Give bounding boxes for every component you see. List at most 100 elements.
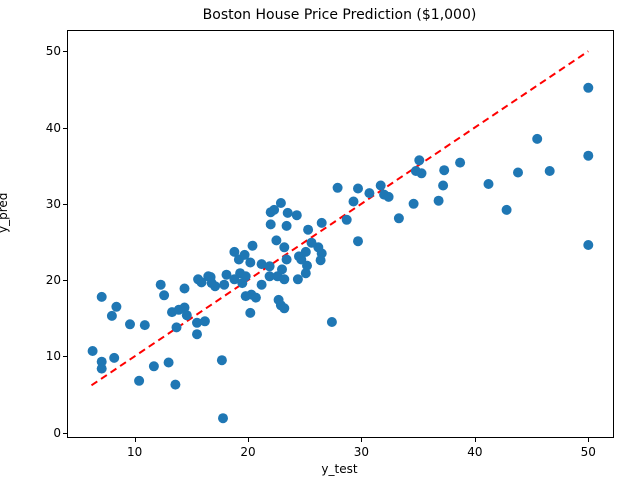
y-tick-label: 0 (53, 425, 61, 440)
scatter-point (247, 240, 258, 251)
scatter-point (269, 204, 280, 215)
scatter-point (210, 281, 221, 292)
scatter-point (171, 322, 182, 333)
scatter-point (353, 236, 363, 247)
scatter-point (139, 320, 150, 331)
scatter-point (544, 166, 555, 176)
scatter-point (303, 224, 314, 235)
scatter-point (229, 246, 240, 257)
scatter-point (196, 277, 207, 288)
x-tick-mark (248, 438, 249, 442)
scatter-point (181, 310, 192, 321)
scatter-point (256, 279, 267, 290)
plot-area: 10 20 30 40 50 0 10 20 30 40 50 (46, 30, 614, 459)
scatter-point (292, 274, 303, 285)
scatter-point (250, 292, 261, 303)
scatter-point (179, 283, 190, 294)
scatter-point (245, 307, 256, 318)
scatter-point (583, 150, 594, 161)
scatter-point (306, 237, 317, 248)
scatter-point (221, 269, 232, 280)
scatter-point (348, 196, 359, 207)
scatter-point (414, 155, 425, 166)
scatter-point (218, 413, 228, 424)
x-tick-label: 50 (580, 445, 596, 459)
scatter-point (96, 363, 107, 374)
scatter-point (408, 198, 419, 209)
x-tick-mark (361, 438, 363, 442)
scatter-point (532, 133, 543, 144)
identity-line (90, 50, 589, 387)
y-tick-label: 20 (45, 273, 61, 288)
scatter-point (277, 264, 287, 275)
scatter-point (281, 220, 292, 231)
scatter-point (279, 242, 290, 253)
scatter-point (375, 180, 386, 191)
scatter-point (245, 257, 256, 268)
x-tick-label: 20 (240, 445, 256, 459)
y-tick-mark (63, 356, 67, 358)
scatter-point (229, 274, 240, 285)
scatter-point (282, 207, 293, 218)
y-tick-mark (63, 203, 67, 205)
scatter-point (316, 217, 327, 228)
scatter-point (170, 379, 181, 390)
scatter-point (111, 301, 122, 312)
scatter-point (219, 279, 230, 290)
scatter-point (279, 303, 290, 314)
y-tick-label: 30 (45, 196, 61, 211)
scatter-point (332, 182, 343, 193)
scatter-point (583, 240, 594, 250)
scatter-point (125, 319, 135, 330)
scatter-point (438, 180, 449, 191)
scatter-point (240, 271, 251, 282)
y-tick-mark (63, 280, 67, 282)
scatter-point (279, 274, 290, 285)
y-tick-mark (63, 51, 67, 53)
scatter-point (513, 167, 523, 178)
scatter-point (271, 235, 282, 246)
scatter-point (264, 261, 275, 272)
x-tick-label: 10 (126, 445, 143, 459)
scatter-point (291, 210, 302, 221)
x-tick-label: 40 (467, 445, 483, 459)
scatter-point (393, 213, 404, 224)
scatter-point (192, 317, 202, 328)
y-tick-label: 40 (45, 120, 61, 135)
x-tick-label: 30 (353, 445, 370, 459)
scatter-point (148, 361, 159, 372)
scatter-point (239, 249, 250, 260)
scatter-point (134, 375, 145, 386)
x-tick-mark (474, 438, 476, 442)
scatter-point (275, 198, 286, 208)
scatter-point (281, 254, 292, 265)
scatter-point (364, 188, 375, 199)
scatter-point (341, 214, 352, 225)
y-axis-label: y_pred (0, 192, 10, 233)
scatter-point (199, 316, 210, 327)
scatter-point (264, 271, 275, 282)
scatter-point (326, 317, 337, 327)
scatter-point (296, 254, 307, 265)
scatter-point (483, 179, 494, 189)
scatter-point (353, 183, 363, 194)
x-tick-mark (588, 438, 590, 442)
scatter-point (109, 352, 120, 363)
scatter-point (583, 82, 594, 93)
scatter-point (87, 346, 98, 356)
scatter-point (256, 259, 267, 270)
x-axis-label: y_test (321, 462, 358, 476)
scatter-point (106, 310, 117, 321)
scatter-point (439, 165, 450, 176)
scatter-point (455, 157, 466, 168)
y-tick-label: 10 (45, 349, 61, 364)
scatter-point (300, 268, 311, 279)
scatter-point (433, 195, 444, 206)
y-tick-label: 50 (45, 44, 61, 59)
scatter-point (315, 255, 326, 266)
scatter-point (205, 272, 216, 282)
scatter-point (216, 355, 227, 366)
scatter-point (159, 290, 170, 301)
scatter-point (163, 357, 174, 368)
x-tick-mark (134, 438, 136, 442)
